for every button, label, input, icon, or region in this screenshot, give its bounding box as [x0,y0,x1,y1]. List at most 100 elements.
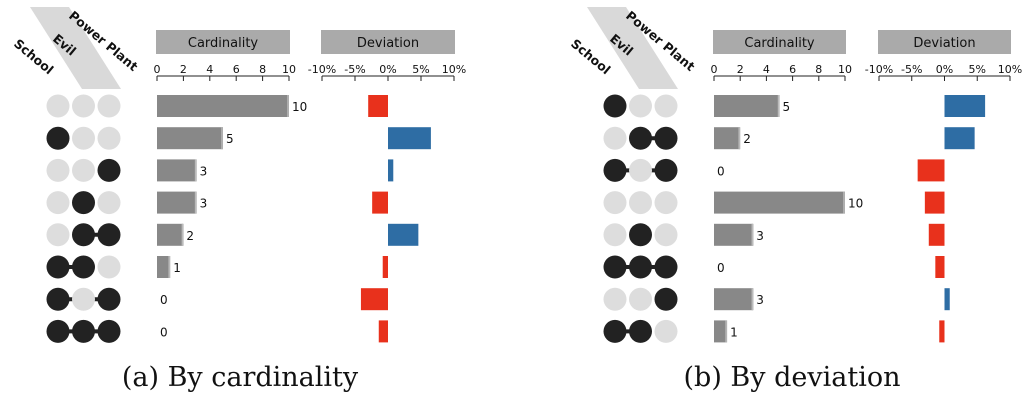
membership-dot-empty [654,94,678,118]
cardinality-value-label: 0 [160,325,168,339]
cardinality-bar [714,95,780,117]
deviation-bar-positive [388,223,419,246]
set-name-band [587,7,678,89]
membership-dot-filled [72,319,95,343]
membership-dot-empty [629,158,652,182]
deviation-bar-negative [378,320,388,343]
membership-dot-empty [46,94,70,118]
deviation-tick-label: 5% [969,63,986,76]
membership-dot-empty [72,94,95,118]
membership-dot-filled [97,158,121,182]
cardinality-value-label: 3 [200,164,208,178]
membership-dot-filled [629,126,652,150]
deviation-bar-negative [372,191,388,214]
deviation-bar-positive [388,127,431,150]
membership-dot-empty [603,287,627,311]
cardinality-bar [157,191,197,214]
deviation-header: Deviation [357,36,419,51]
deviation-bar-negative [935,256,945,278]
deviation-tick-label: 0% [379,63,396,76]
membership-dot-filled [72,223,95,247]
membership-dot-empty [97,126,121,150]
deviation-tick-label: 5% [412,63,429,76]
membership-dot-empty [654,223,678,247]
deviation-header-box [321,30,455,54]
cardinality-bar [157,256,171,278]
membership-dot-empty [654,319,678,343]
cardinality-tick-label: 8 [259,63,266,76]
cardinality-bar [157,127,223,150]
cardinality-value-label: 10 [848,197,863,211]
cardinality-value-label: 5 [226,132,234,146]
cardinality-tick-label: 10 [838,63,852,76]
cardinality-value-label: 3 [756,293,764,307]
deviation-bar-negative [939,320,945,343]
deviation-header: Deviation [913,36,975,51]
deviation-tick-label: 10% [998,63,1022,76]
membership-dot-filled [629,223,652,247]
deviation-bar-positive [944,288,950,311]
deviation-header-box [878,30,1011,54]
cardinality-bar [714,127,741,150]
membership-dot-empty [46,191,70,215]
cardinality-header-box [156,30,290,54]
membership-dot-empty [46,223,70,247]
cardinality-value-label: 0 [717,164,725,178]
deviation-bar-negative [924,191,945,214]
deviation-bar-negative [917,159,945,182]
membership-dot-filled [72,255,95,279]
deviation-bar-negative [382,256,388,278]
membership-dot-filled [603,319,627,343]
membership-dot-filled [654,158,678,182]
membership-dot-filled [654,126,678,150]
cardinality-bar [157,223,184,246]
membership-dot-empty [603,223,627,247]
membership-dot-empty [97,191,121,215]
membership-dot-filled [629,319,652,343]
cardinality-bar [157,95,289,117]
set-name-band [30,7,121,89]
membership-dot-empty [97,255,121,279]
deviation-tick-label: -10% [308,63,336,76]
cardinality-tick-label: 4 [206,63,213,76]
membership-dot-filled [603,94,627,118]
cardinality-bar [157,159,197,182]
membership-dot-empty [46,158,70,182]
cardinality-value-label: 10 [292,100,307,114]
deviation-tick-label: 10% [442,63,466,76]
membership-dot-filled [97,319,121,343]
membership-dot-empty [629,94,652,118]
cardinality-tick-label: 6 [789,63,796,76]
membership-dot-empty [97,94,121,118]
membership-dot-filled [46,126,70,150]
membership-dot-empty [72,287,95,311]
deviation-bar-negative [928,223,945,246]
membership-dot-filled [46,319,70,343]
membership-dot-filled [97,223,121,247]
cardinality-header-box [713,30,846,54]
set-name-label: School [11,36,56,78]
cardinality-bar [714,320,728,343]
cardinality-tick-label: 2 [180,63,187,76]
panel-caption: (a) By cardinality [122,362,359,393]
cardinality-tick-label: 0 [154,63,161,76]
cardinality-header: Cardinality [744,36,815,51]
deviation-bar-positive [944,95,986,117]
panel-caption: (b) By deviation [684,362,901,393]
membership-dot-filled [603,255,627,279]
cardinality-value-label: 3 [200,197,208,211]
cardinality-tick-label: 6 [233,63,240,76]
membership-dot-empty [654,191,678,215]
cardinality-value-label: 5 [783,100,791,114]
membership-dot-empty [72,126,95,150]
cardinality-tick-label: 2 [737,63,744,76]
membership-dot-filled [654,255,678,279]
cardinality-header: Cardinality [188,36,259,51]
cardinality-tick-label: 0 [711,63,718,76]
membership-dot-filled [46,255,70,279]
cardinality-bar [714,288,754,311]
cardinality-value-label: 0 [717,261,725,275]
